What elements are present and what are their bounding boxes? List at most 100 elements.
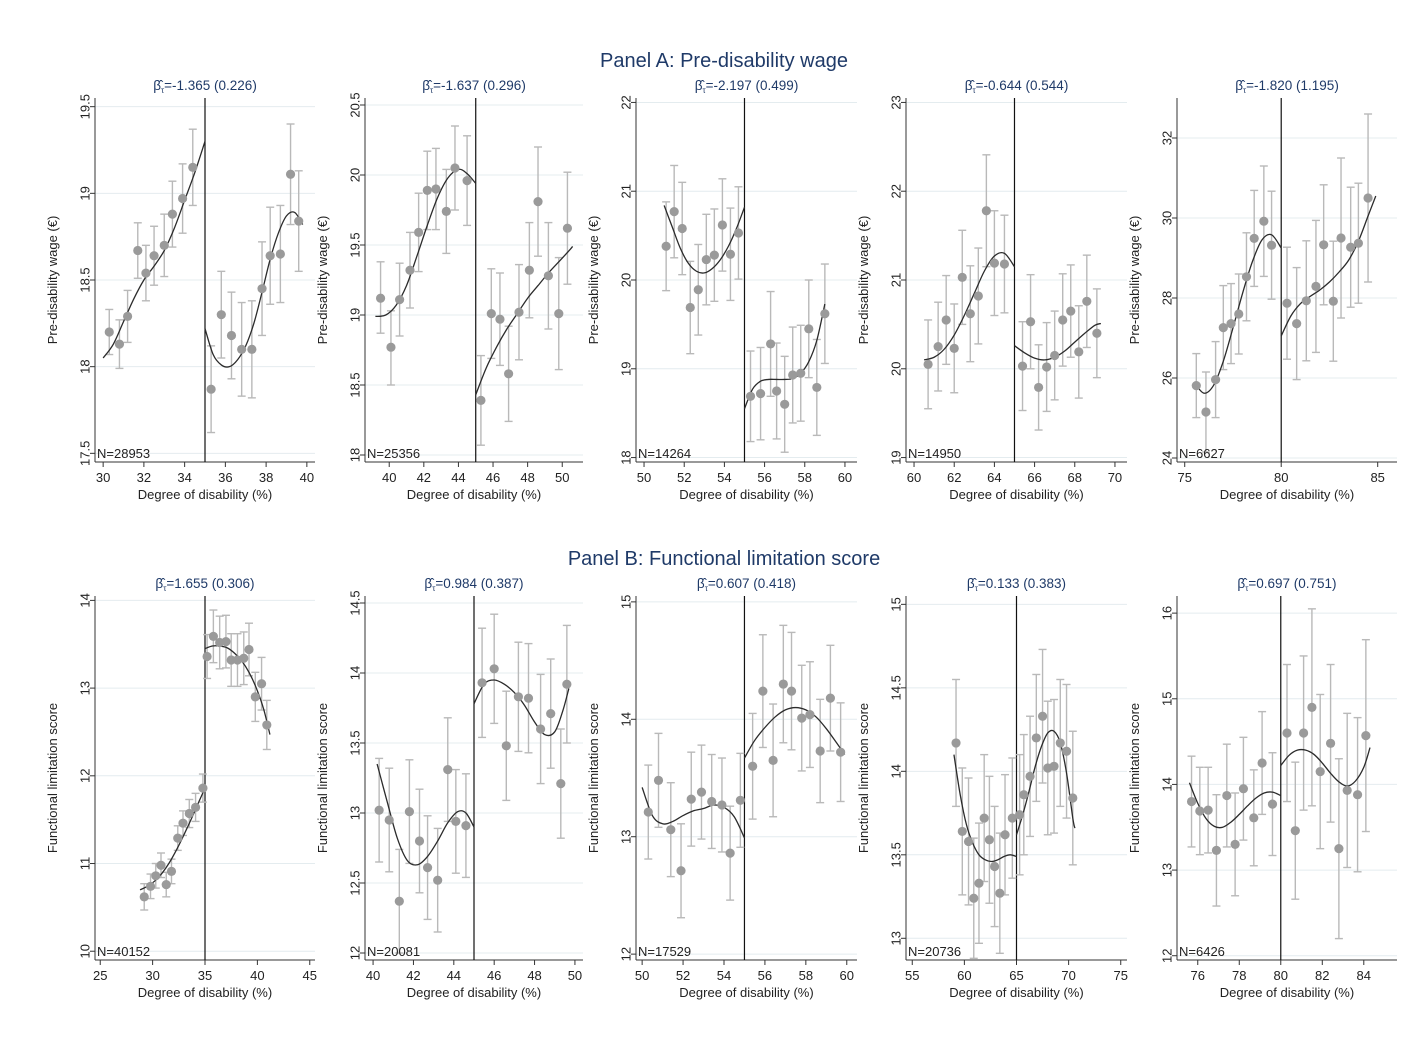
chart-3-x-tick-label: 56 [757,470,771,485]
chart-8-coef-label: β̂τ=0.607 (0.418) [697,576,796,593]
chart-6-point [166,866,177,877]
chart-2-point [504,369,514,379]
panel-a-title: Panel A: Pre-disability wage [600,50,848,72]
chart-3-coef-label: β̂τ=-2.197 (0.499) [695,78,799,95]
chart-6-point [221,637,231,647]
chart-8-point [825,693,835,703]
chart-10-point [1342,785,1352,796]
chart-8-point [786,686,797,696]
chart-3-point [772,386,782,396]
chart-10-point [1267,799,1278,809]
chart-8-point [768,755,778,765]
chart-3-x-tick-label: 58 [798,470,812,485]
chart-6-point [145,881,156,891]
chart-4-point [949,343,959,353]
chart-10-point [1361,731,1371,741]
chart-10-x-tick-label: 78 [1232,968,1246,983]
chart-4-y-axis-label: Pre-disability wage (€) [856,216,871,345]
chart-7-point [384,815,394,825]
chart-7-point [394,896,404,906]
chart-7-point [477,678,487,688]
chart-3-point [693,285,703,295]
chart-8-y-tick-label: 12 [618,947,633,961]
chart-1-point [275,249,285,259]
chart-10-x-tick-label: 84 [1357,968,1371,983]
chart-7-y-tick-label: 14.5 [347,590,362,615]
chart-3-y-tick-label: 19 [618,362,633,376]
chart-1-n-label: N=28953 [97,446,150,461]
chart-1-point [226,330,237,341]
chart-8-point [653,775,664,785]
chart-7-x-tick-label: 48 [527,968,541,983]
chart-7-point [536,724,546,734]
chart-9-point [1000,830,1010,840]
chart-1-x-tick-label: 34 [177,470,191,485]
chart-3-point [709,250,719,260]
chart-8-fit-right-curve [743,706,846,759]
chart-10-y-tick-label: 12 [1159,948,1174,962]
chart-9-y-tick-label: 14 [888,764,903,778]
chart-1-point [141,268,151,278]
chart-10-point [1257,758,1267,768]
chart-7-point [433,875,443,885]
chart-4-y-tick-label: 23 [888,95,903,109]
chart-1-point [237,344,247,354]
chart-2-y-axis-label: Pre-disability wage (€) [315,216,330,345]
chart-5-y-tick-label: 32 [1159,131,1174,145]
chart-2-point [431,184,441,194]
chart-7-point [414,836,425,846]
chart-2-fit-left-curve [375,168,477,318]
chart-10-coef-label: β̂τ=0.697 (0.751) [1237,576,1336,593]
plot-panel-a-45: 18 18.5 19 19.5 20 20.5 40 42 44 46 48 50 β̂τ=-1.637… [315,78,583,502]
chart-4-y-tick-label: 19 [888,450,903,464]
chart-4-point [1034,382,1044,393]
chart-4-y-tick-label: 22 [888,184,903,198]
chart-9-point [974,878,984,888]
chart-7-x-tick-label: 50 [568,968,582,983]
chart-4-x-tick-label: 64 [987,470,1001,485]
chart-3-y-tick-label: 20 [618,273,633,287]
chart-5-point [1353,238,1364,248]
chart-3-point [745,391,756,401]
chart-10-point [1238,784,1249,794]
chart-2-point [441,206,451,216]
chart-7-point [374,805,384,815]
chart-3-x-tick-label: 60 [838,470,852,485]
chart-4-point [1066,306,1076,316]
chart-1-point [206,384,216,394]
chart-6-y-tick-label: 14 [77,593,92,607]
chart-2-y-tick-label: 18.5 [347,372,362,397]
chart-4-point [941,315,951,325]
chart-7-point [422,863,433,873]
chart-8-x-tick-label: 54 [717,968,731,983]
chart-5-y-tick-label: 24 [1159,451,1174,465]
chart-4-point [933,341,943,352]
chart-5-point [1311,281,1321,291]
chart-4-point [981,206,991,216]
chart-9-y-tick-label: 14.5 [888,675,903,700]
chart-8-x-tick-label: 50 [635,968,649,983]
chart-7-y-tick-label: 12 [347,946,362,960]
chart-9-x-tick-label: 65 [1009,968,1023,983]
chart-7-y-tick-label: 13 [347,806,362,820]
chart-8-point [758,686,768,696]
chart-9-point [963,836,974,847]
chart-2-y-tick-label: 20 [347,168,362,182]
chart-2-x-tick-label: 40 [382,470,396,485]
chart-1-fit-left-curve [102,141,206,359]
chart-2-y-tick-label: 20.5 [347,92,362,117]
plot-panel-b-65: 13 13.5 14 14.5 15 55 60 65 70 75 β̂τ=0.133 (0.383… [856,576,1128,1000]
chart-1-fit-right-curve [204,211,304,368]
chart-2-point [450,163,460,173]
chart-2-point [495,314,505,324]
chart-8-point [735,795,745,805]
chart-2-point [562,223,573,233]
chart-10-point [1282,728,1292,738]
chart-5-point [1249,233,1259,243]
chart-8-point [696,787,707,797]
chart-9-point [1049,761,1059,771]
chart-6-point [156,860,166,870]
chart-7-point [404,807,415,817]
chart-2-y-tick-label: 19 [347,308,362,322]
chart-2-point [405,265,415,275]
